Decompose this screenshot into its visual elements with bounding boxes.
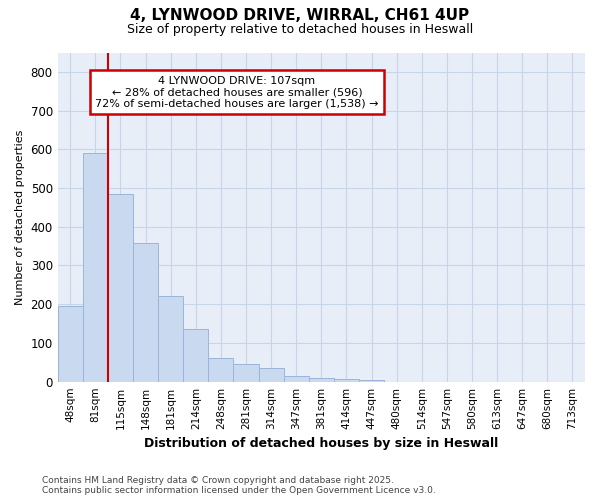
Bar (359, 380, 384, 382)
Bar (133, 243, 158, 382)
Bar (284, 376, 309, 382)
Bar (259, 368, 284, 382)
Bar (58, 306, 83, 382)
Bar (309, 378, 334, 382)
X-axis label: Distribution of detached houses by size in Heswall: Distribution of detached houses by size … (144, 437, 499, 450)
Text: 4 LYNWOOD DRIVE: 107sqm
← 28% of detached houses are smaller (596)
72% of semi-d: 4 LYNWOOD DRIVE: 107sqm ← 28% of detache… (95, 76, 379, 108)
Text: Contains HM Land Registry data © Crown copyright and database right 2025.
Contai: Contains HM Land Registry data © Crown c… (42, 476, 436, 495)
Bar (334, 378, 359, 382)
Text: Size of property relative to detached houses in Heswall: Size of property relative to detached ho… (127, 22, 473, 36)
Text: 4, LYNWOOD DRIVE, WIRRAL, CH61 4UP: 4, LYNWOOD DRIVE, WIRRAL, CH61 4UP (130, 8, 470, 22)
Bar (183, 330, 208, 382)
Bar (233, 364, 259, 382)
Y-axis label: Number of detached properties: Number of detached properties (15, 130, 25, 305)
Bar (158, 296, 183, 382)
Bar (108, 194, 133, 382)
Bar (208, 358, 233, 382)
Bar (83, 153, 108, 382)
